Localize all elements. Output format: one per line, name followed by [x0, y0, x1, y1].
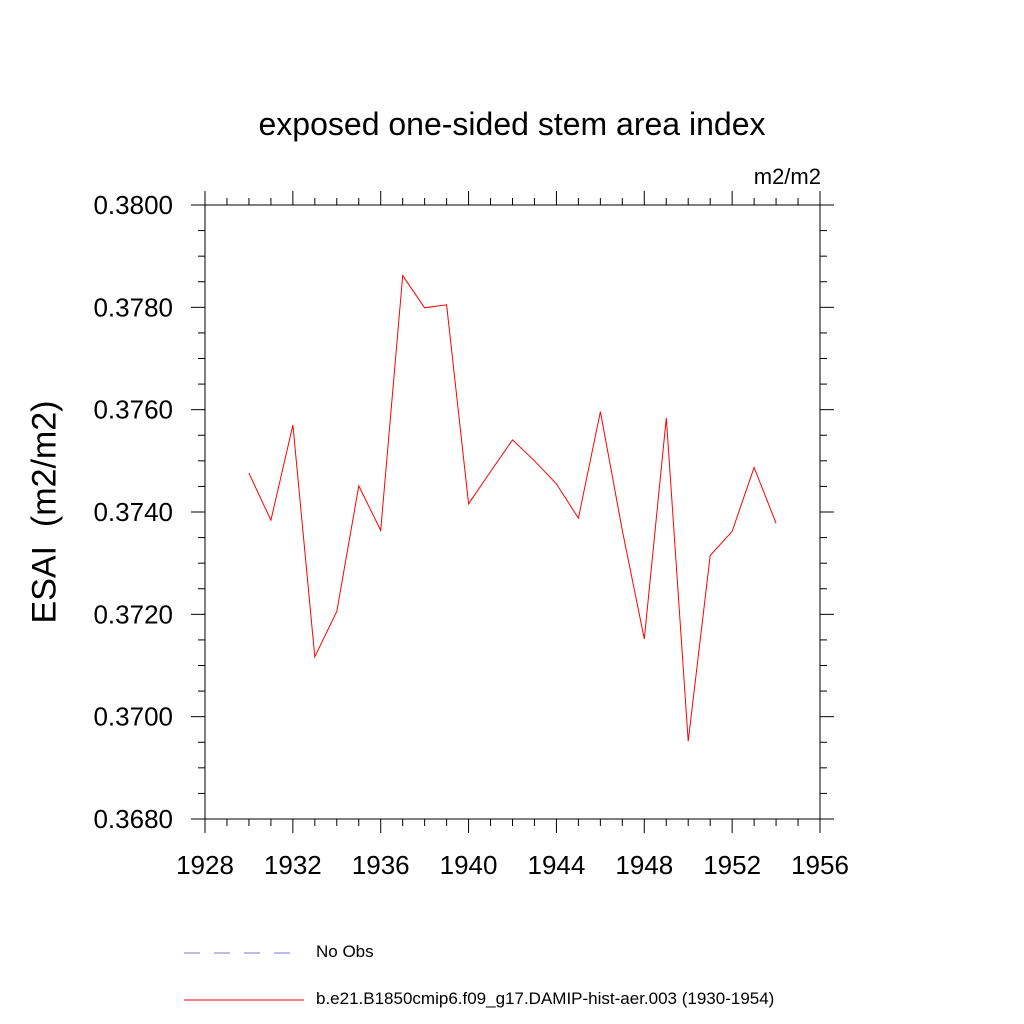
plot-frame: [204, 204, 821, 820]
y-tick-label: 0.3700: [93, 702, 173, 732]
x-tick-label: 1948: [615, 850, 673, 880]
y-tick-label: 0.3780: [93, 292, 173, 322]
y-tick-label: 0.3800: [93, 190, 173, 220]
x-tick-label: 1928: [176, 850, 234, 880]
series-line: [248, 274, 777, 742]
y-tick-label: 0.3740: [93, 497, 173, 527]
axis-ticks: 1928 1932 1936 1940 1944 1948 1952 1956 0.3680 0.…: [93, 190, 848, 880]
units-label: m2/m2: [753, 164, 821, 189]
x-tick-label: 1940: [440, 850, 498, 880]
y-axis-label: ESAI (m2/m2): [25, 400, 64, 624]
x-tick-label: 1952: [703, 850, 761, 880]
plot-axes: [204, 204, 821, 820]
y-tick-label: 0.3720: [93, 599, 173, 629]
legend-label: No Obs: [316, 942, 374, 961]
x-tick-label: 1936: [352, 850, 410, 880]
legend-label: b.e21.B1850cmip6.f09_g17.DAMIP-hist-aer.…: [316, 989, 775, 1008]
x-tick-label: 1944: [528, 850, 586, 880]
series-lines: [248, 274, 777, 742]
legend: [184, 952, 304, 1001]
y-tick-label: 0.3680: [93, 804, 173, 834]
chart-title: exposed one-sided stem area index: [258, 106, 766, 142]
x-tick-label: 1932: [264, 850, 322, 880]
y-tick-label: 0.3760: [93, 395, 173, 425]
x-tick-label: 1956: [791, 850, 849, 880]
